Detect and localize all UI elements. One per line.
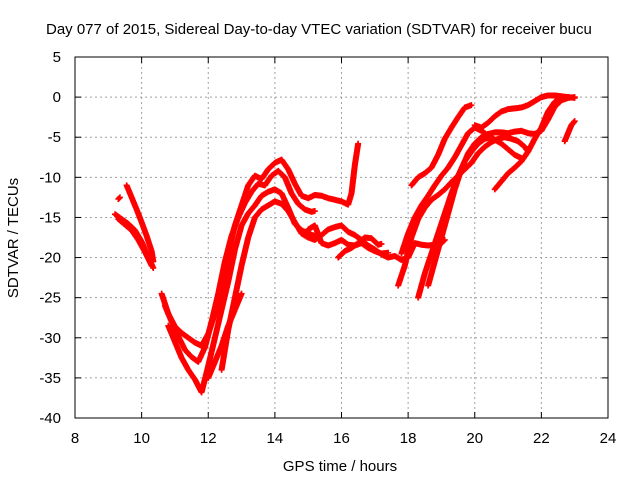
data-point-marker <box>311 208 318 215</box>
data-point-marker <box>116 195 123 202</box>
data-point-marker <box>385 249 392 256</box>
data-series <box>305 222 392 257</box>
x-axis-tick-labels: 8 10 12 14 16 18 20 22 24 <box>71 430 617 447</box>
y-tick-label: -40 <box>39 410 61 427</box>
data-series <box>115 194 123 202</box>
data-point-marker <box>238 290 245 297</box>
data-series <box>408 102 475 189</box>
y-tick-label: -25 <box>39 290 61 307</box>
data-series <box>561 118 578 145</box>
x-tick-label: 10 <box>133 430 150 447</box>
data-point-marker <box>150 258 157 265</box>
x-tick-label: 22 <box>533 430 550 447</box>
data-point-marker <box>148 262 155 269</box>
data-point-marker <box>571 118 578 125</box>
y-tick-label: -15 <box>39 209 61 226</box>
y-tick-label: 5 <box>53 49 61 66</box>
x-tick-label: 12 <box>200 430 217 447</box>
data-point-marker <box>116 194 123 201</box>
y-tick-label: -35 <box>39 370 61 387</box>
x-tick-label: 16 <box>333 430 350 447</box>
chart-title: Day 077 of 2015, Sidereal Day-to-day VTE… <box>46 21 592 38</box>
x-tick-label: 18 <box>400 430 417 447</box>
y-axis-tick-labels: 5 0 -5 -10 -15 -20 -25 -30 -35 -40 <box>39 49 61 427</box>
data-series <box>115 216 155 269</box>
y-tick-label: -20 <box>39 250 61 267</box>
plot-frame <box>74 56 609 419</box>
data-series <box>491 94 578 193</box>
data-series <box>161 167 318 365</box>
y-tick-label: -10 <box>39 169 61 186</box>
y-axis-label: SDTVAR / TECUs <box>5 178 22 298</box>
data-point-marker <box>571 94 578 101</box>
x-axis-label: GPS time / hours <box>283 458 397 475</box>
x-tick-label: 24 <box>600 430 617 447</box>
data-series <box>335 234 385 261</box>
data-series <box>471 92 572 131</box>
x-tick-label: 8 <box>71 430 79 447</box>
y-tick-label: -30 <box>39 330 61 347</box>
data-point-marker <box>355 140 362 147</box>
data-point-marker <box>468 102 475 109</box>
data-series <box>123 182 157 265</box>
data-points <box>111 92 578 396</box>
data-point-marker <box>378 240 385 247</box>
gridlines <box>75 57 608 418</box>
x-tick-label: 20 <box>466 430 483 447</box>
y-tick-label: 0 <box>53 89 61 106</box>
data-series <box>165 186 318 396</box>
y-tick-label: -5 <box>48 129 61 146</box>
x-tick-label: 14 <box>267 430 284 447</box>
